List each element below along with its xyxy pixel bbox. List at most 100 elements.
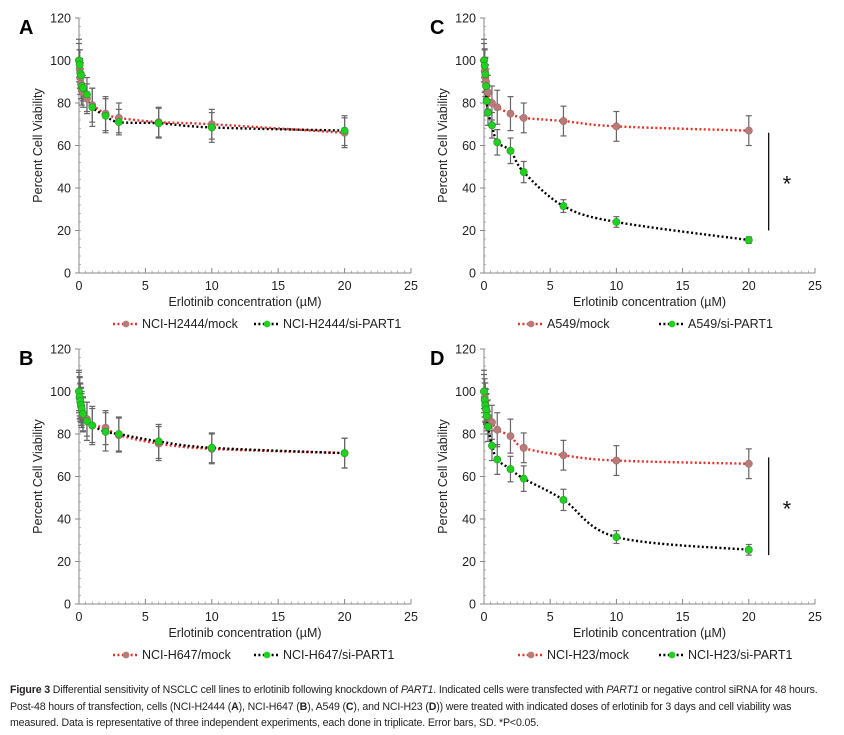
x-tick-label: 5 <box>142 610 149 624</box>
y-tick-label: 0 <box>64 267 71 281</box>
x-axis-title: Erlotinib concentration (µM) <box>573 295 726 309</box>
x-tick-label: 15 <box>271 279 285 293</box>
data-point-si-part1 <box>83 90 91 99</box>
y-tick-label: 0 <box>469 598 476 612</box>
caption-text: ), and NCI-H23 ( <box>353 700 429 713</box>
data-point-si-part1 <box>488 121 496 130</box>
data-point-si-part1 <box>484 422 492 431</box>
x-tick-label: 20 <box>338 610 352 624</box>
panel-letter: C <box>430 17 444 39</box>
panel-letter: A <box>19 17 33 39</box>
data-point-si-part1 <box>75 60 84 69</box>
data-point-mock <box>744 459 753 468</box>
data-point-mock <box>559 451 568 460</box>
chart-panel-b: B 0 20 40 60 80 100 120 0 5 10 15 20 25 Erlotinib conc… <box>19 343 418 663</box>
data-point-mock <box>612 456 621 465</box>
legend-label-si-part1: NCI-H23/si-PART1 <box>688 648 792 662</box>
y-tick-label: 80 <box>462 428 476 442</box>
data-point-mock <box>519 443 528 452</box>
series-line-si-part1 <box>482 60 749 242</box>
x-tick-label: 25 <box>404 610 418 624</box>
legend-marker-mock <box>527 320 535 328</box>
data-point-si-part1 <box>114 118 123 127</box>
x-tick-label: 15 <box>676 610 690 624</box>
data-point-si-part1 <box>506 146 515 155</box>
legend-label-mock: NCI-H2444/mock <box>142 317 239 331</box>
data-point-si-part1 <box>482 96 491 105</box>
y-tick-label: 40 <box>57 182 71 196</box>
caption-text: ), A549 ( <box>307 700 346 713</box>
y-tick-label: 40 <box>462 182 476 196</box>
data-point-si-part1 <box>88 421 97 430</box>
y-tick-label: 20 <box>57 555 71 569</box>
data-point-si-part1 <box>493 138 502 147</box>
y-axis-title: Percent Cell Viability <box>436 419 450 534</box>
y-axis-title: Percent Cell Viability <box>31 419 45 534</box>
caption-text: ), NCI-H647 ( <box>238 700 300 713</box>
y-tick-label: 60 <box>57 139 71 153</box>
data-point-si-part1 <box>506 465 515 473</box>
data-point-si-part1 <box>480 61 489 70</box>
data-point-mock <box>519 113 528 122</box>
x-tick-label: 10 <box>609 279 623 293</box>
figure: A 0 20 40 60 80 100 120 0 5 10 15 20 25 Erlotinib conc… <box>19 12 822 663</box>
caption-text: . Indicated cells were transfected with <box>433 684 607 696</box>
chart-panel-c: C 0 20 40 60 80 100 120 0 5 10 15 20 25 Erlotinib conc… <box>430 12 822 332</box>
caption-gene: PART1 <box>606 684 639 696</box>
caption-panel-ref: B <box>299 700 308 713</box>
y-tick-label: 0 <box>469 267 476 281</box>
data-point-si-part1 <box>340 449 349 458</box>
y-tick-label: 100 <box>455 385 476 399</box>
data-point-si-part1 <box>114 430 123 438</box>
data-point-si-part1 <box>744 236 753 244</box>
y-tick-label: 20 <box>57 224 71 238</box>
caption-panel-ref: C <box>345 700 354 713</box>
data-point-si-part1 <box>482 412 491 420</box>
x-tick-label: 25 <box>404 279 418 293</box>
caption-panel-ref: A <box>231 700 239 713</box>
data-point-si-part1 <box>340 126 349 135</box>
data-point-si-part1 <box>88 103 97 112</box>
y-tick-label: 60 <box>57 470 71 484</box>
legend-marker-mock <box>527 651 535 659</box>
data-point-si-part1 <box>612 218 621 226</box>
y-tick-label: 40 <box>57 513 71 527</box>
y-tick-label: 120 <box>455 12 476 26</box>
legend-marker-si-part1 <box>263 320 271 328</box>
legend-label-mock: NCI-H23/mock <box>547 648 630 662</box>
data-point-si-part1 <box>207 123 216 132</box>
series-line-si-part1 <box>77 60 345 132</box>
x-tick-label: 25 <box>808 610 822 624</box>
data-point-si-part1 <box>559 495 568 504</box>
legend-label-si-part1: NCI-H2444/si-PART1 <box>283 317 401 331</box>
data-point-si-part1 <box>484 108 492 117</box>
caption-label: Figure 3 <box>10 684 51 696</box>
x-axis-title: Erlotinib concentration (µM) <box>168 626 321 640</box>
caption-panel-ref: D <box>428 700 437 713</box>
data-point-si-part1 <box>519 474 528 483</box>
data-point-si-part1 <box>612 533 621 541</box>
y-tick-label: 100 <box>50 54 71 68</box>
data-point-mock <box>744 126 753 135</box>
data-point-si-part1 <box>744 545 753 554</box>
x-tick-label: 0 <box>481 279 488 293</box>
panel-letter: D <box>430 348 444 370</box>
legend-label-mock: NCI-H647/mock <box>142 648 232 662</box>
data-point-si-part1 <box>79 409 87 418</box>
data-point-si-part1 <box>519 168 528 176</box>
y-axis-title: Percent Cell Viability <box>436 88 450 203</box>
data-point-si-part1 <box>154 437 163 446</box>
x-axis-title: Erlotinib concentration (µM) <box>573 626 726 640</box>
y-tick-label: 80 <box>57 97 71 111</box>
x-tick-label: 0 <box>76 279 83 293</box>
y-tick-label: 20 <box>462 555 476 569</box>
figure-caption: Figure 3 Differential sensitivity of NSC… <box>10 682 836 732</box>
data-point-mock <box>506 109 515 118</box>
data-point-si-part1 <box>101 111 110 120</box>
legend-marker-mock <box>122 651 130 659</box>
data-point-si-part1 <box>482 82 490 90</box>
data-point-si-part1 <box>207 443 216 452</box>
caption-text: or negative control siRNA for 48 hours. … <box>10 684 818 713</box>
x-tick-label: 20 <box>338 279 352 293</box>
y-tick-label: 120 <box>50 12 71 26</box>
